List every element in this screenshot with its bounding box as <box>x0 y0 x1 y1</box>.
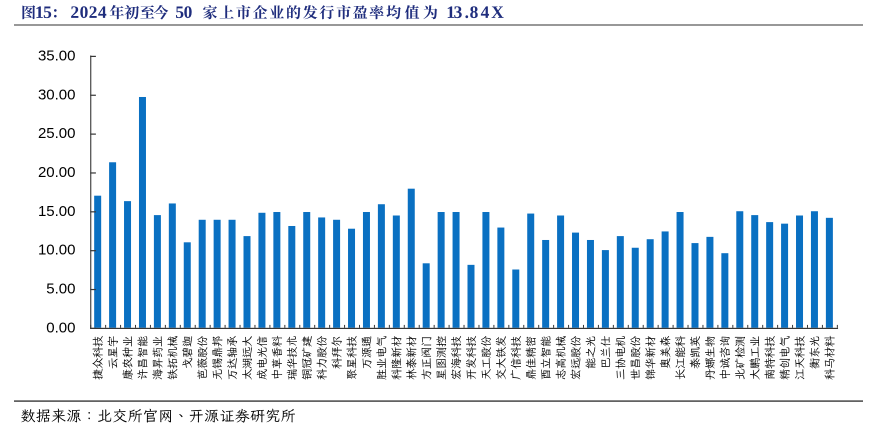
svg-text:20.00: 20.00 <box>38 164 76 181</box>
svg-text:15.00: 15.00 <box>38 203 76 220</box>
svg-text:35.00: 35.00 <box>38 47 76 64</box>
svg-text:0.00: 0.00 <box>46 319 75 336</box>
svg-text:30.00: 30.00 <box>38 86 76 103</box>
svg-text:5.00: 5.00 <box>46 281 75 298</box>
svg-text:10.00: 10.00 <box>38 242 76 259</box>
svg-text:25.00: 25.00 <box>38 125 76 142</box>
